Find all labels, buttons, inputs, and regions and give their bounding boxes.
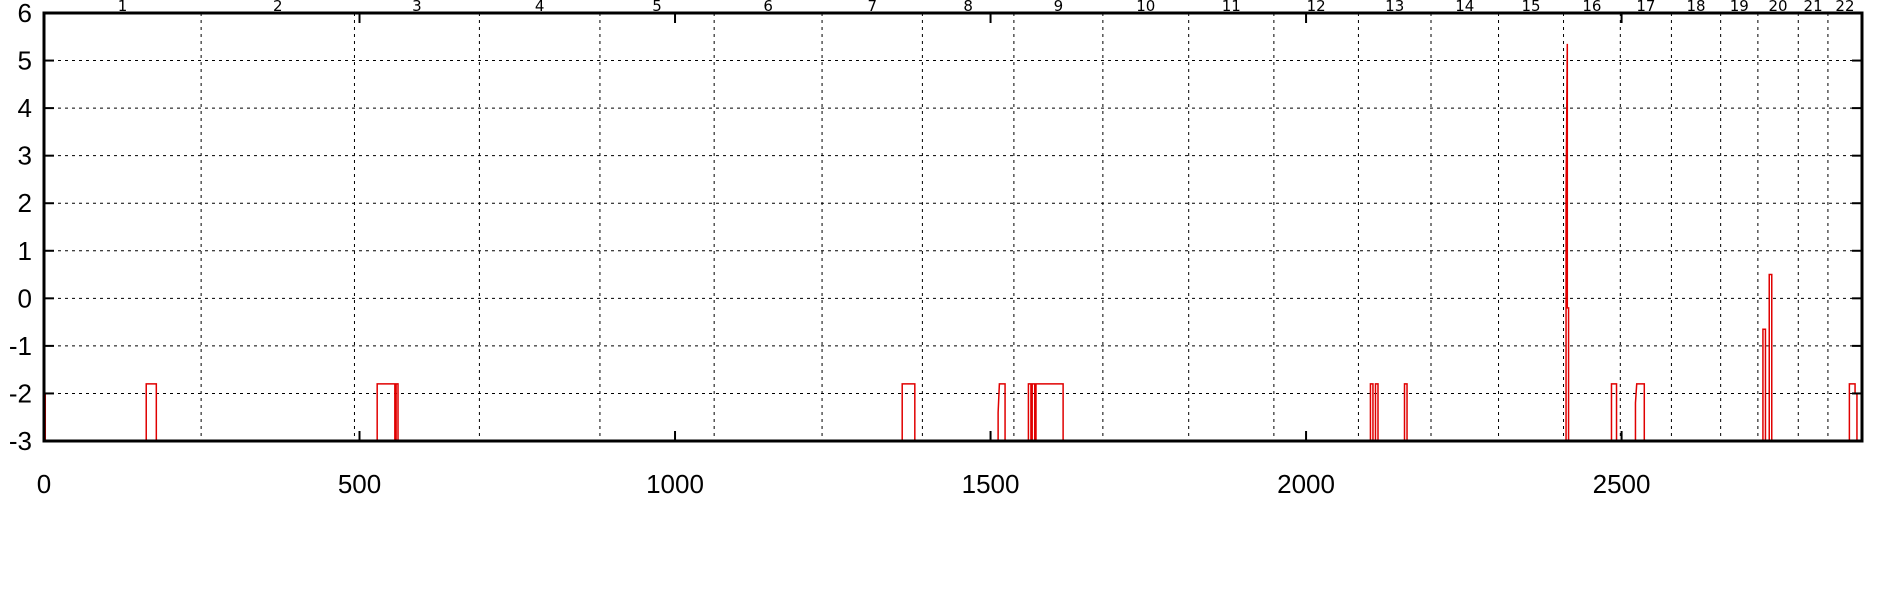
chromosome-label: 17 (1636, 0, 1655, 15)
y-tick-label: 5 (18, 46, 32, 76)
chromosome-label: 2 (273, 0, 283, 15)
y-tick-label: -1 (9, 331, 32, 361)
chromosome-label: 1 (118, 0, 128, 15)
chromosome-label: 18 (1686, 0, 1705, 15)
chromosome-label: 8 (963, 0, 973, 15)
chromosome-label: 20 (1769, 0, 1788, 15)
plot-frame (42, 11, 1864, 443)
y-tick-label: -3 (9, 426, 32, 456)
chromosome-label: 16 (1582, 0, 1601, 15)
chromosome-label: 15 (1521, 0, 1540, 15)
chromosome-boundaries (200, 13, 1829, 441)
chromosome-label: 11 (1222, 0, 1241, 15)
chromosome-label: 12 (1307, 0, 1326, 15)
chromosome-label: 6 (763, 0, 773, 15)
x-axis: 0 500 1000 1500 2000 2500 (37, 13, 1651, 499)
chromosome-label: 4 (535, 0, 545, 15)
y-tick-label: 4 (18, 93, 32, 123)
series-line (43, 43, 1862, 442)
chromosome-label: 10 (1136, 0, 1155, 15)
chromosome-label: 19 (1730, 0, 1749, 15)
y-tick-label: 3 (18, 141, 32, 171)
y-tick-label: 2 (18, 188, 32, 218)
chromosome-label: 7 (867, 0, 877, 15)
chromosome-label: 22 (1835, 0, 1854, 15)
y-tick-label: -2 (9, 378, 32, 408)
y-tick-label: 0 (18, 283, 32, 313)
grid (44, 60, 1862, 394)
x-tick-label: 1500 (962, 469, 1020, 499)
y-tick-label: 1 (18, 236, 32, 266)
x-tick-label: 1000 (646, 469, 704, 499)
chromosome-label: 13 (1385, 0, 1404, 15)
chromosome-label: 5 (652, 0, 662, 15)
chromosome-label: 14 (1455, 0, 1474, 15)
chromosome-labels: 1 2 3 4 5 6 7 8 9 10 11 12 13 14 15 16 17 18 19 20 21 22 (118, 0, 1855, 15)
x-tick-label: 0 (37, 469, 51, 499)
chromosome-label: 9 (1054, 0, 1064, 15)
y-tick-label: 6 (18, 0, 32, 28)
x-tick-label: 2500 (1593, 469, 1651, 499)
chromosome-label: 3 (412, 0, 422, 15)
series-layer (43, 43, 1862, 442)
chromosome-label: 21 (1804, 0, 1823, 15)
x-tick-label: 2000 (1277, 469, 1335, 499)
x-tick-label: 500 (338, 469, 381, 499)
